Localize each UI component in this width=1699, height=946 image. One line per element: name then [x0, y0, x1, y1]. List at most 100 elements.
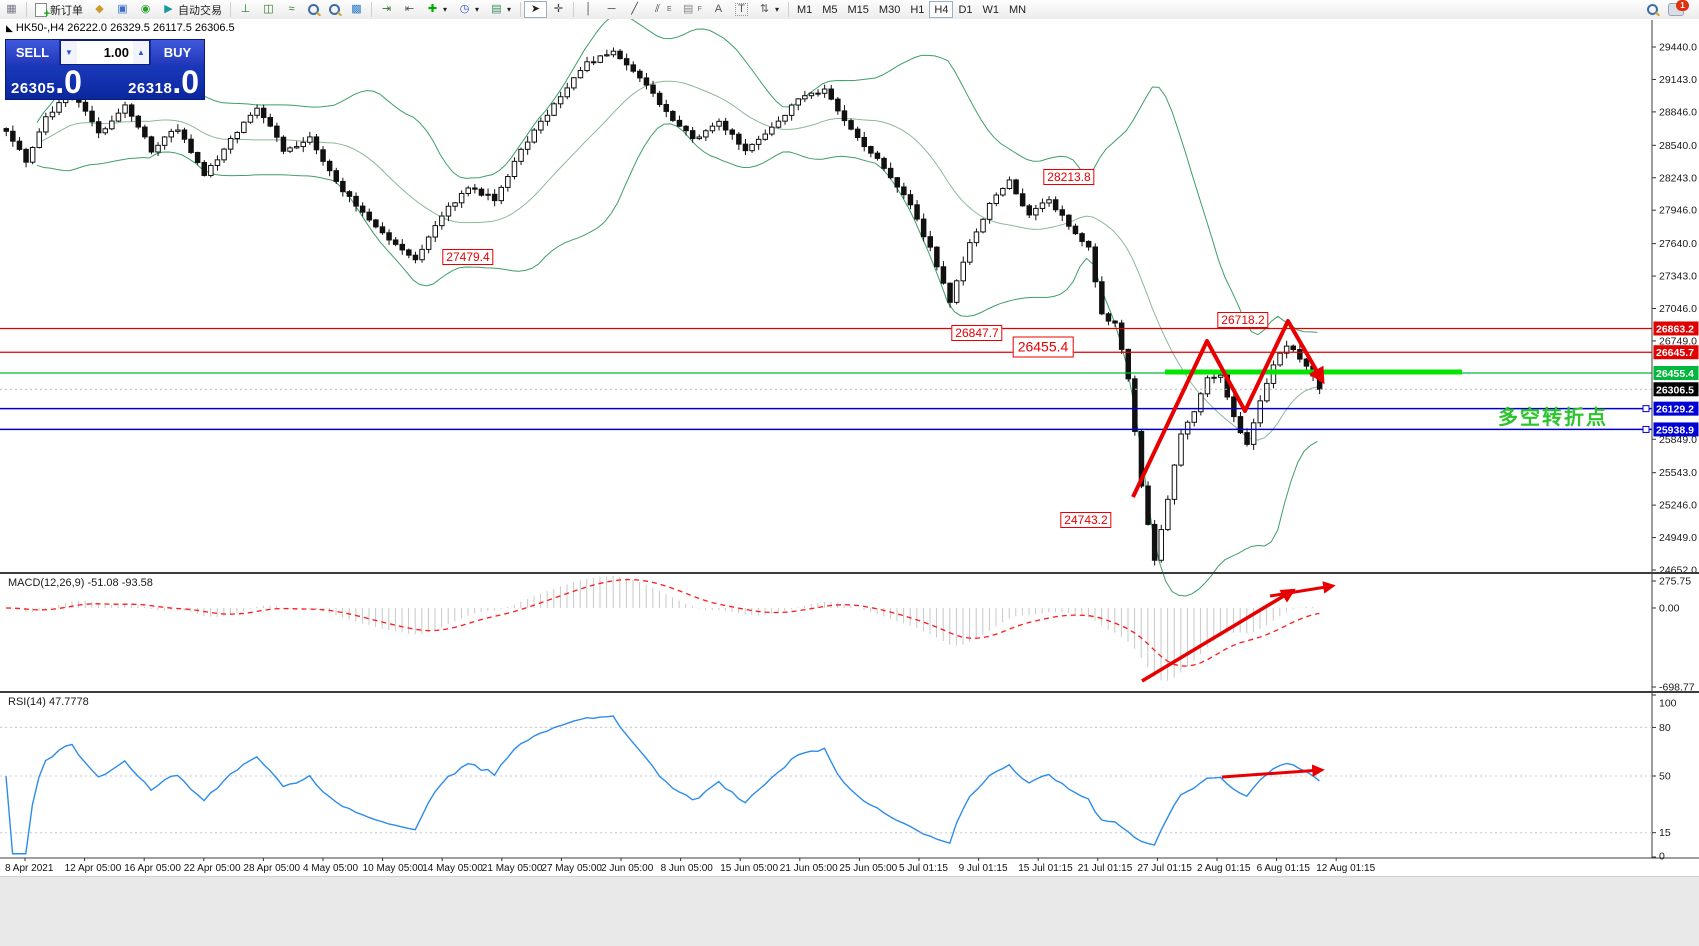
line-chart-button[interactable]: ≈ [280, 1, 303, 18]
price-axis-tick: 28540.0 [1659, 140, 1697, 152]
bar-chart-button[interactable]: ⊥ [234, 1, 257, 18]
crosshair-tool-button[interactable]: ✛ [547, 1, 570, 18]
clock-icon: ◷ [459, 3, 470, 15]
new-order-label: 新订单 [50, 4, 83, 17]
toolbar-separator [573, 2, 574, 17]
toolbar-separator [520, 2, 521, 17]
time-axis-label: 27 Jul 01:15 [1137, 863, 1192, 874]
chart-shift-button[interactable]: ⇤ [398, 1, 421, 18]
terminal-button[interactable]: ▣ [111, 1, 134, 18]
price-annotation-label: 26455.4 [1012, 336, 1074, 358]
time-axis-label: 2 Aug 01:15 [1197, 863, 1251, 874]
time-axis[interactable]: 8 Apr 2021 12 Apr 05:00 16 Apr 05:00 22 Apr… [5, 858, 1376, 874]
price-axis-tick: 27343.0 [1659, 271, 1697, 283]
macd-axis-tick: -698.77 [1659, 682, 1695, 694]
eraser-button[interactable]: ◆ [88, 1, 111, 18]
toolbar-separator [787, 2, 789, 17]
autotrade-button[interactable]: ▶ 自动交易 [157, 1, 227, 18]
macd-axis-tick: 275.75 [1659, 576, 1691, 588]
time-axis-label: 6 Aug 01:15 [1257, 863, 1311, 874]
tile-windows-button[interactable]: ▩ [345, 1, 368, 18]
time-axis-label: 21 May 05:00 [482, 863, 543, 874]
timeframe-w1[interactable]: W1 [978, 1, 1005, 18]
price-axis-tick: 24949.0 [1659, 532, 1697, 544]
horizontal-line-icon: ─ [607, 3, 616, 15]
time-axis-label: 12 Aug 01:15 [1316, 863, 1375, 874]
timeframe-mn[interactable]: MN [1004, 1, 1031, 18]
zoom-out-button[interactable] [324, 1, 345, 18]
chevron-down-icon: ▾ [442, 5, 447, 14]
timeframe-m30[interactable]: M30 [874, 1, 905, 18]
new-order-button[interactable]: 新订单 [30, 1, 88, 20]
timeframe-m15[interactable]: M15 [843, 1, 874, 18]
search-button[interactable] [1642, 1, 1663, 18]
candlestick-series [3, 47, 1323, 566]
text-tool-button[interactable]: A [707, 1, 730, 18]
crosshair-icon: ✛ [553, 3, 564, 15]
sell-price: 26305.0 [11, 64, 82, 100]
price-badge [1653, 366, 1699, 381]
fibonacci-tool-button[interactable]: ▤ F [677, 1, 707, 18]
timeframe-m1[interactable]: M1 [792, 1, 817, 18]
bollinger-middle-band [36, 80, 1318, 441]
templates-button[interactable]: ▤ ▾ [485, 1, 517, 18]
text-label-tool-button[interactable]: T [730, 1, 753, 18]
bollinger-lower-band [36, 123, 1318, 597]
add-indicator-button[interactable]: ✚ ▾ [421, 1, 453, 18]
rsi-axis-tick: 80 [1659, 722, 1671, 734]
time-axis-label: 4 May 05:00 [303, 863, 358, 874]
channel-tool-button[interactable]: ⫽ E [646, 1, 677, 18]
autotrade-icon: ▶ [164, 3, 173, 15]
macd-red-arrow [1269, 581, 1336, 598]
timeframe-h1[interactable]: H1 [905, 1, 929, 18]
volume-increase-button[interactable]: ▲ [133, 41, 149, 64]
line-chart-icon: ≈ [288, 3, 295, 15]
chart-canvas[interactable]: 26863.2 26645.7 26455.4 26306.5 26129.2 25938… [0, 19, 1699, 876]
notifications-button[interactable]: 1 [1663, 0, 1689, 18]
timeframe-m5[interactable]: M5 [817, 1, 842, 18]
volume-decrease-button[interactable]: ▼ [61, 41, 77, 64]
rsi-axis-tick: 15 [1659, 827, 1671, 839]
price-axis-tick: 25246.0 [1659, 500, 1697, 512]
price-axis-tick: 29143.0 [1659, 74, 1697, 86]
macd-signal-line [5, 578, 1320, 667]
chevron-down-icon: ▾ [506, 5, 511, 14]
candlestick-chart-button[interactable]: ◫ [257, 1, 280, 18]
arrows-tool-button[interactable]: ⇅ ▾ [753, 1, 785, 18]
price-badge-text: 25938.9 [1656, 424, 1694, 436]
time-axis-label: 9 Jul 01:15 [959, 863, 1008, 874]
timeframe-h4[interactable]: H4 [929, 1, 954, 18]
price-annotation-label: 26847.7 [951, 325, 1003, 341]
volume-input[interactable] [77, 41, 133, 64]
zoom-in-button[interactable] [303, 1, 324, 18]
timeframe-d1[interactable]: D1 [953, 1, 977, 18]
auto-scroll-button[interactable]: ⇥ [375, 1, 398, 18]
time-axis-label: 22 Apr 05:00 [184, 863, 241, 874]
price-axis-tick: 28846.0 [1659, 106, 1697, 118]
price-badge-text: 26455.4 [1656, 368, 1694, 380]
price-axis-tick: 26749.0 [1659, 335, 1697, 347]
level-lines: 26863.2 26645.7 26455.4 26306.5 26129.2 25938… [0, 321, 1699, 437]
chart-window-icon: ▦ [6, 3, 17, 15]
price-axis-tick: 25543.0 [1659, 467, 1697, 479]
text-tool-icon: A [714, 3, 723, 15]
buy-button[interactable]: BUY [150, 40, 204, 65]
periods-button[interactable]: ◷ ▾ [453, 1, 485, 18]
trendline-tool-button[interactable]: ╱ [623, 1, 646, 18]
bottom-strip [0, 876, 1699, 946]
macd-red-arrow [1141, 588, 1296, 683]
new-order-icon [35, 2, 50, 20]
cursor-tool-button[interactable]: ➤ [524, 1, 547, 18]
toolbar: ▦ 新订单 ◆ ▣ ◉ ▶ 自动交易 ⊥ ◫ ≈ ▩ ⇥ ⇤ ✚▾ ◷▾ ▤▾ … [0, 0, 1699, 20]
price-axis[interactable]: 29440.0 29143.0 28846.0 28540.0 28243.0 27946… [1652, 42, 1697, 577]
horizontal-line-tool-button[interactable]: ─ [600, 1, 623, 18]
price-badge [1653, 382, 1699, 397]
sell-button[interactable]: SELL [6, 40, 60, 65]
time-axis-label: 10 May 05:00 [363, 863, 424, 874]
price-badge [1653, 321, 1699, 336]
chart-window-button[interactable]: ▦ [0, 0, 23, 19]
vertical-line-tool-button[interactable]: │ [577, 1, 600, 18]
chart-background [0, 19, 1699, 876]
signals-button[interactable]: ◉ [134, 1, 157, 18]
